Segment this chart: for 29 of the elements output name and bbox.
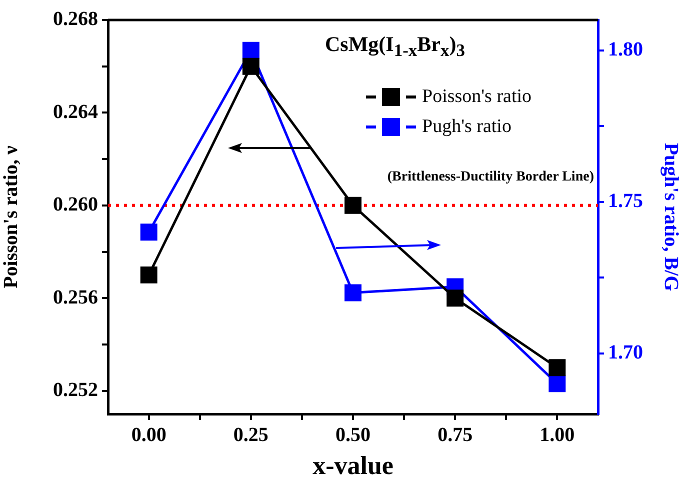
point <box>140 224 158 241</box>
point <box>446 290 464 307</box>
y-tick-label: 0.264 <box>53 100 98 123</box>
point <box>548 359 566 376</box>
legend-label: Pugh's ratio <box>422 116 512 138</box>
y2-axis-title: Pugh's ratio, B/G <box>660 142 682 292</box>
point <box>242 58 260 75</box>
point <box>344 284 362 302</box>
legend-label: Poisson's ratio <box>422 86 532 108</box>
y-tick-label: 0.260 <box>53 194 98 216</box>
ref-line-label: (Brittleness-Ductility Border Line) <box>387 169 594 184</box>
x-tick-label: 0.50 <box>336 424 370 446</box>
text: CsMg(I$_{1-x}$Br$_{x}$)$_{3}$ <box>325 32 465 62</box>
y-axis-title: Poisson's ratio, ν <box>0 146 22 288</box>
y-tick-label: 0.252 <box>53 378 98 401</box>
x-axis-title: x-value <box>312 451 394 480</box>
y2-tick-label: 1.75 <box>608 190 643 212</box>
y2-tick-label: 1.80 <box>608 38 643 60</box>
x-tick-label: 0.00 <box>131 424 166 446</box>
point <box>242 42 260 59</box>
y-tick-label: 0.256 <box>53 286 98 308</box>
x-tick-label: 0.25 <box>233 424 268 446</box>
y2-tick-label: 1.70 <box>608 342 643 364</box>
x-tick-label: 1.00 <box>540 424 575 446</box>
x-tick-label: 0.75 <box>438 424 473 446</box>
y-tick-label: 0.268 <box>53 8 98 30</box>
point <box>140 266 158 284</box>
point <box>548 375 566 392</box>
point <box>344 196 362 214</box>
